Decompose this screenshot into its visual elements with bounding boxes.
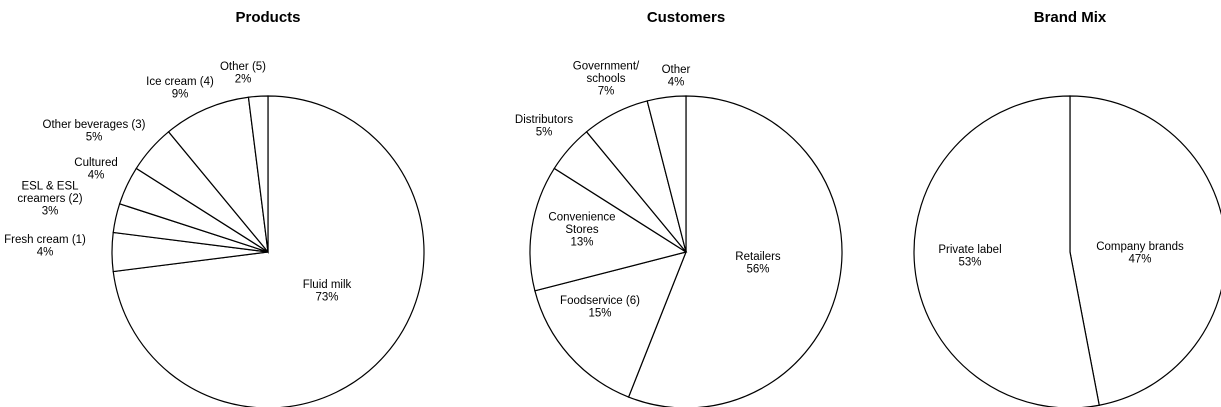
- slice-label: Cultured 4%: [74, 157, 117, 182]
- chart-title: Brand Mix: [1034, 9, 1107, 26]
- slice-label: Distributors 5%: [515, 114, 573, 139]
- pie-slice-ice-cream-4: [167, 96, 269, 254]
- pie-slice-private-label: [913, 95, 1100, 407]
- chart-title: Products: [235, 9, 300, 26]
- slice-label: Fresh cream (1) 4%: [4, 234, 86, 259]
- slice-label: Convenience Stores 13%: [548, 212, 615, 249]
- slice-label: Other 4%: [662, 64, 691, 89]
- slice-label: Retailers 56%: [735, 251, 781, 276]
- slice-label: Other (5) 2%: [220, 61, 266, 86]
- pie-slice-convenience-stores: [529, 167, 688, 292]
- slice-label: Private label 53%: [938, 244, 1001, 269]
- slice-label: Foodservice (6) 15%: [560, 295, 640, 320]
- chart-title: Customers: [647, 9, 725, 26]
- pie-chart-3: Brand Mix Company brands 47% Private label 5…: [913, 9, 1221, 407]
- pie-chart-1: Products Fluid milk 73% Fresh cream (1) 4% ES…: [4, 9, 425, 407]
- slice-label: Government/schools 7%: [573, 61, 640, 98]
- slice-label: Ice cream (4) 9%: [146, 76, 214, 101]
- pie-chart-2: Customers Retailers 56% Foodservice (6) 15% C…: [515, 9, 843, 407]
- slice-label: ESL & ESL creamers (2) 3%: [17, 181, 82, 218]
- pie-slice-other: [646, 95, 687, 253]
- pie-slice-foodservice-6: [534, 251, 687, 398]
- slice-label: Fluid milk 73%: [303, 279, 352, 304]
- pie-slice-other-5: [247, 95, 269, 253]
- slice-label: Other beverages (3) 5%: [43, 119, 146, 144]
- pie-slice-company-brands: [1069, 95, 1221, 406]
- slice-label: Company brands 47%: [1096, 241, 1184, 266]
